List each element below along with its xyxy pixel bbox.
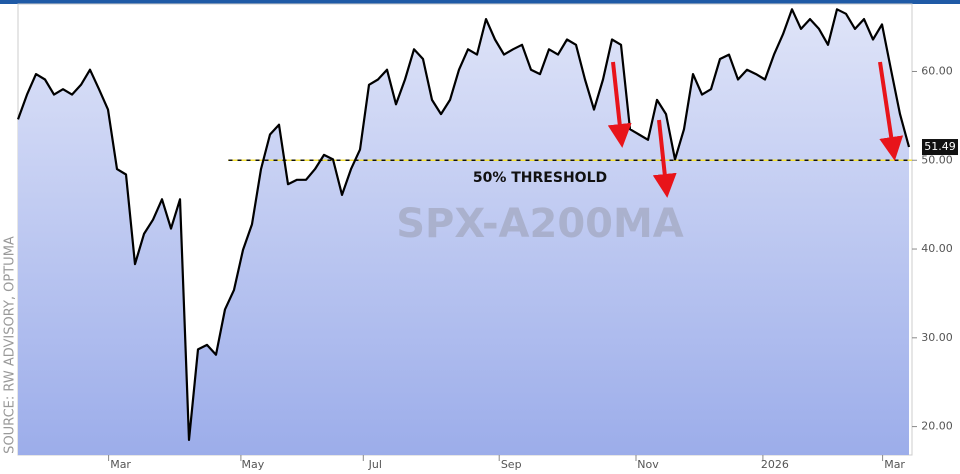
x-tick-label: Sep bbox=[501, 458, 522, 471]
x-tick-label: Nov bbox=[637, 458, 659, 471]
y-tick-label: 20.00 bbox=[921, 420, 953, 433]
top-bar bbox=[0, 0, 960, 4]
y-tick-label: 30.00 bbox=[921, 331, 953, 344]
source-note: SOURCE: RW ADVISORY, OPTUMA bbox=[3, 236, 18, 454]
x-tick-label: May bbox=[242, 458, 265, 471]
last-value-tag bbox=[922, 139, 958, 156]
y-tick-label: 40.00 bbox=[921, 242, 953, 255]
x-tick-label: Jul bbox=[368, 458, 382, 471]
arrow bbox=[652, 119, 677, 198]
y-tick-label: 60.00 bbox=[921, 64, 953, 77]
y-tick-label: 50.00 bbox=[921, 153, 953, 166]
x-tick-label: Mar bbox=[884, 458, 905, 471]
arrow bbox=[878, 61, 904, 161]
last-value-label: 51.49 bbox=[924, 140, 956, 153]
arrow bbox=[607, 61, 632, 148]
line bbox=[16, 8, 911, 441]
x-tick-label: 2026 bbox=[761, 458, 789, 471]
threshold-label: 50% THRESHOLD bbox=[473, 170, 607, 186]
watermark: SPX-A200MA bbox=[396, 201, 684, 247]
x-tick-label: Mar bbox=[110, 458, 131, 471]
